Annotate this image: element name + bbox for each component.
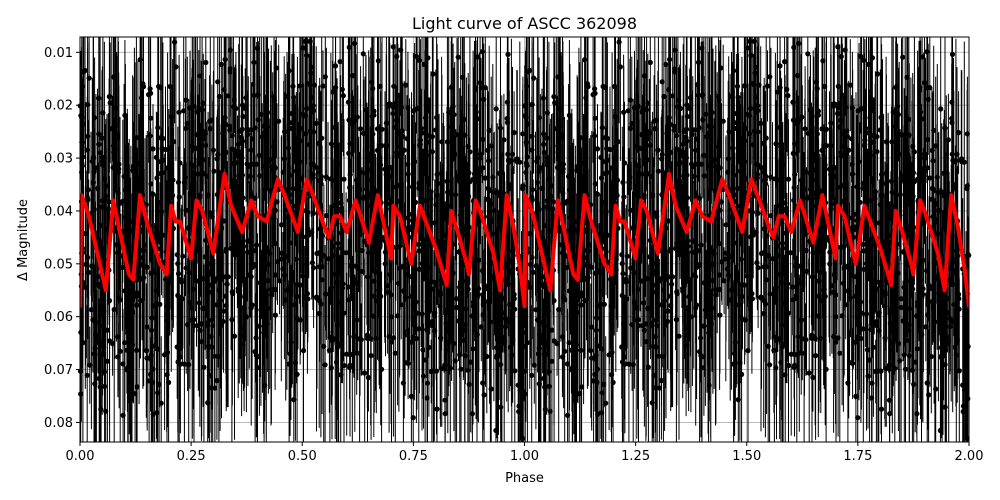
x-tick-label: 1.25 (621, 449, 650, 464)
model-curve (80, 171, 969, 309)
y-axis-label: Δ Magnitude (16, 199, 31, 281)
y-tick-label: 0.06 (44, 310, 73, 325)
y-axis-ticks: 0.01 0.02 0.03 0.04 0.05 0.06 0.07 0.08 (44, 46, 80, 431)
y-tick-label: 0.07 (44, 363, 73, 378)
x-tick-label: 1.50 (732, 449, 761, 464)
x-tick-label: 2.00 (955, 449, 984, 464)
y-tick-label: 0.08 (44, 416, 73, 431)
y-tick-label: 0.02 (44, 99, 73, 114)
y-tick-label: 0.01 (44, 46, 73, 61)
chart-title: Light curve of ASCC 362098 (412, 14, 637, 33)
x-tick-label: 1.75 (843, 449, 872, 464)
x-tick-label: 0.75 (399, 449, 428, 464)
x-axis-ticks: 0.00 0.25 0.50 0.75 1.00 1.25 1.50 1.75 2.00 (66, 442, 984, 464)
x-axis-label: Phase (505, 471, 544, 486)
x-tick-label: 0.25 (177, 449, 206, 464)
model-line (80, 171, 969, 309)
y-tick-label: 0.04 (44, 204, 73, 219)
y-tick-label: 0.05 (44, 257, 73, 272)
x-tick-label: 0.00 (66, 449, 95, 464)
x-tick-label: 1.00 (510, 449, 539, 464)
x-tick-label: 0.50 (288, 449, 317, 464)
y-tick-label: 0.03 (44, 152, 73, 167)
